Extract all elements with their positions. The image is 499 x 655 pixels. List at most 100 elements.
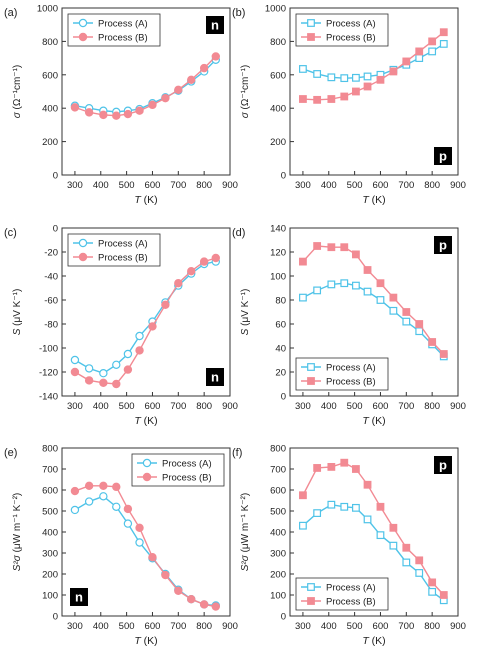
- data-point: [135, 538, 144, 547]
- legend: Process (A) Process (B): [295, 577, 389, 611]
- y-tick-label: 600: [270, 486, 286, 497]
- y-tick-label: 1000: [265, 4, 286, 15]
- data-point: [340, 74, 349, 83]
- data-point: [363, 515, 372, 524]
- x-tick-label: 700: [398, 401, 414, 412]
- legend-label: Process (A): [98, 19, 148, 30]
- y-tick-label: 0: [281, 392, 286, 403]
- legend-marker: [142, 458, 152, 468]
- data-point: [376, 296, 385, 304]
- series-process-a: [70, 492, 220, 610]
- x-axis-unit: (K): [141, 415, 158, 427]
- y-axis-unit: (Ω⁻¹cm⁻¹): [12, 65, 23, 112]
- data-point: [112, 111, 121, 120]
- badge-box: [206, 368, 224, 386]
- data-point: [84, 481, 94, 490]
- y-tick-label: -100: [39, 344, 58, 355]
- series-line: [74, 260, 216, 374]
- y-tick-label: 200: [270, 570, 286, 581]
- y-tick-label: 1000: [37, 4, 58, 15]
- y-tick-label: 800: [42, 37, 58, 48]
- y-tick-label: 100: [270, 272, 286, 283]
- legend-marker: [307, 597, 315, 605]
- y-tick-label: 100: [270, 591, 286, 602]
- data-point: [363, 480, 372, 489]
- y-tick-label: 800: [270, 444, 286, 455]
- y-tick-label: 0: [53, 224, 58, 235]
- panel-label: (a): [4, 7, 17, 19]
- x-axis-label: T (K): [362, 415, 385, 427]
- x-axis-label: T (K): [362, 635, 385, 647]
- data-point: [389, 541, 398, 550]
- x-axis-variable: T: [362, 194, 370, 206]
- x-tick-label: 700: [398, 180, 414, 191]
- x-tick-label: 900: [450, 401, 466, 412]
- series-process-b: [70, 52, 220, 120]
- y-tick-label: 600: [42, 486, 58, 497]
- data-point: [340, 279, 349, 288]
- data-point: [123, 349, 133, 359]
- y-axis-label: S²σ (μW m⁻¹ K⁻²): [240, 493, 251, 571]
- legend-label: Process (A): [326, 583, 376, 594]
- y-tick-label: -140: [39, 392, 58, 403]
- data-point: [84, 376, 94, 385]
- legend-marker: [307, 363, 315, 371]
- x-axis-unit: (K): [141, 194, 158, 206]
- data-point: [327, 243, 336, 252]
- x-tick-label: 700: [170, 401, 186, 412]
- x-tick-label: 900: [450, 621, 466, 632]
- data-point: [135, 523, 144, 533]
- data-point: [428, 47, 437, 56]
- data-point: [99, 369, 108, 378]
- data-point: [327, 95, 336, 103]
- data-point: [313, 509, 322, 517]
- x-tick-label: 900: [450, 180, 466, 191]
- data-point: [161, 570, 170, 580]
- x-axis-label: T (K): [134, 635, 157, 647]
- x-tick-label: 600: [373, 401, 389, 412]
- data-point: [415, 54, 424, 62]
- legend-marker: [78, 252, 88, 262]
- data-point: [402, 543, 411, 552]
- x-tick-label: 400: [93, 401, 109, 412]
- y-tick-label: 0: [281, 171, 286, 182]
- x-tick-label: 900: [222, 621, 238, 632]
- data-point: [428, 587, 437, 596]
- data-point: [363, 82, 372, 91]
- data-point: [428, 37, 437, 46]
- legend-marker: [78, 32, 88, 42]
- series-process-a: [299, 500, 448, 605]
- x-tick-label: 900: [222, 401, 238, 412]
- series-process-b: [70, 481, 220, 611]
- badge-label: n: [211, 370, 219, 385]
- legend-label: Process (B): [326, 33, 376, 44]
- x-tick-label: 800: [196, 621, 212, 632]
- y-tick-label: -20: [44, 248, 58, 259]
- x-tick-label: 500: [347, 621, 363, 632]
- carrier-type-badge: n: [206, 16, 224, 34]
- carrier-type-badge: p: [434, 147, 452, 165]
- legend-marker: [307, 377, 315, 385]
- data-point: [352, 281, 360, 290]
- series-process-b: [299, 242, 448, 358]
- x-tick-label: 800: [424, 180, 440, 191]
- y-axis-label: σ (Ω⁻¹cm⁻¹): [12, 65, 23, 119]
- data-point: [161, 93, 170, 103]
- panel-e: (e) 300 400 500 600 700 800 900 0 100 200 300 400 500…: [4, 444, 238, 648]
- x-tick-label: 500: [347, 180, 363, 191]
- y-tick-label: 0: [53, 612, 58, 623]
- y-axis-variable: S²σ: [12, 554, 23, 571]
- legend: Process (A) Process (B): [295, 13, 389, 47]
- series-line: [302, 282, 445, 357]
- data-point: [123, 365, 133, 374]
- data-point: [199, 63, 209, 73]
- data-point: [299, 293, 307, 302]
- y-axis-label: σ (Ω⁻¹cm⁻¹): [240, 65, 251, 119]
- x-tick-label: 700: [398, 621, 414, 632]
- data-point: [211, 253, 220, 263]
- series-line: [74, 485, 216, 608]
- data-point: [70, 505, 80, 515]
- x-tick-label: 900: [222, 180, 238, 191]
- panel-d: (d) 300 400 500 600 700 800 900 0 20 40 60 80 100 120 1…: [232, 224, 466, 428]
- series-process-b: [299, 458, 448, 599]
